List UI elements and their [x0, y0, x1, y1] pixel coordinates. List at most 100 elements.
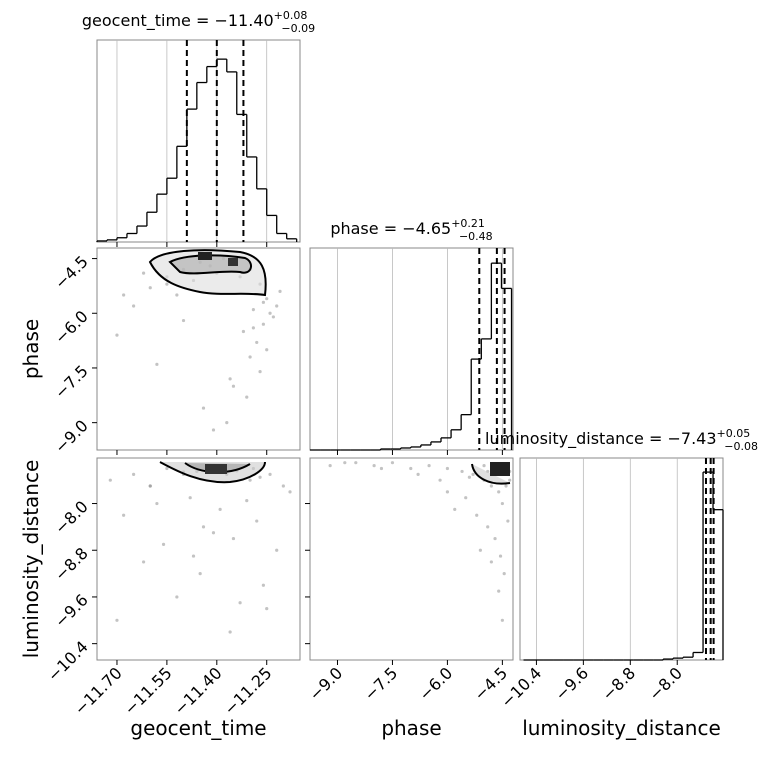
contours: [148, 249, 511, 485]
scatter-point: [228, 377, 232, 381]
panel-title: phase = −4.65+0.21 −0.48: [330, 217, 492, 243]
scatter-point: [453, 507, 457, 511]
scatter-point: [460, 469, 464, 474]
y-tick-label: −8.8: [51, 544, 92, 585]
scatter-point: [275, 548, 279, 552]
scatter-point: [255, 519, 259, 523]
scatter-point: [343, 461, 347, 465]
scatter-point: [265, 297, 269, 301]
x-tick-label: −11.25: [220, 663, 275, 718]
scatter-point: [148, 484, 152, 488]
x-tick-label: −6.0: [415, 663, 456, 704]
y-tick-label: −9.0: [51, 416, 92, 457]
scatter-point: [379, 466, 384, 471]
scatter-point: [506, 519, 510, 523]
scatter-point: [211, 428, 216, 432]
x-tick-label: −9.6: [551, 663, 592, 704]
x-tick-label: −11.40: [170, 663, 225, 718]
scatter-point: [201, 406, 206, 410]
scatter-point: [275, 304, 279, 308]
scatter-point: [498, 554, 503, 558]
density-core: [228, 258, 238, 266]
scatter-point: [416, 472, 420, 476]
x-tick-label: −7.5: [360, 663, 401, 704]
scatter-point: [255, 340, 259, 345]
scatter-point: [475, 513, 479, 517]
scatter-point: [108, 478, 112, 482]
scatter-point: [231, 536, 236, 541]
scatter-point: [225, 421, 229, 425]
title-upper: +0.05: [717, 427, 751, 440]
points: [328, 461, 512, 622]
scatter-point: [489, 560, 493, 564]
scatter-point: [497, 589, 501, 593]
scatter-point: [141, 271, 146, 275]
scatter-point: [228, 630, 232, 634]
density-core: [205, 464, 227, 474]
scatter-point: [497, 490, 501, 494]
panel-frame: [96, 457, 301, 661]
scatter-point: [261, 583, 265, 587]
scatter-point: [281, 484, 285, 488]
x-tick-label: −8.8: [598, 663, 639, 704]
scatter-point: [175, 595, 179, 599]
scatter-point: [445, 466, 450, 471]
y-tick-label: −9.6: [51, 590, 92, 631]
scatter-point: [502, 571, 506, 576]
panel-frame: [96, 247, 301, 451]
scatter-point: [115, 618, 119, 622]
title-lower: −0.08: [724, 440, 758, 453]
scatter-point: [132, 304, 136, 308]
scatter-point: [148, 286, 152, 290]
x-axis-label: phase: [381, 716, 441, 740]
scatter-point: [165, 466, 169, 471]
scatter-point: [261, 300, 265, 304]
panel-frame: [96, 39, 301, 243]
scatter-point: [489, 484, 493, 488]
scatter-point: [508, 478, 512, 482]
scatter-point: [181, 318, 186, 323]
scatter-point: [201, 525, 206, 529]
scatter-point: [354, 461, 358, 465]
scatter-point: [165, 282, 169, 286]
scatter-point: [251, 326, 256, 330]
scatter-point: [328, 463, 332, 468]
scatter-point: [248, 478, 252, 482]
scatter-point: [268, 311, 272, 315]
scatter-point: [141, 560, 146, 564]
scatter-point: [504, 484, 508, 488]
density-core: [490, 462, 510, 476]
scatter-point: [493, 536, 497, 541]
title-upper: +0.08: [274, 9, 308, 22]
scatter-point: [155, 501, 159, 506]
x-axis-label: luminosity_distance: [522, 716, 721, 740]
panel: −11.70−11.55−11.40−11.25 −8.0 −8.8 −9.6 −10.…: [19, 457, 301, 740]
scatter-point: [251, 308, 256, 312]
scatter-point: [265, 348, 269, 352]
scatter-point: [500, 618, 504, 622]
scatter-point: [258, 475, 262, 479]
x-tick-label: −8.0: [645, 663, 686, 704]
scatter-point: [198, 571, 202, 576]
scatter-point: [122, 293, 126, 297]
title-lower: −0.09: [281, 22, 315, 35]
scatter-point: [248, 355, 252, 359]
scatter-point: [241, 329, 246, 334]
scatter-point: [245, 395, 249, 399]
scatter-point: [471, 472, 475, 476]
x-tick-label: −11.70: [70, 663, 125, 718]
scatter-point: [238, 601, 242, 605]
x-tick-label: −11.55: [120, 663, 175, 718]
scatter-point: [175, 293, 179, 297]
scatter-point: [161, 542, 166, 547]
y-axis-label: luminosity_distance: [19, 460, 43, 659]
scatter-point: [191, 554, 196, 558]
scatter-point: [464, 496, 468, 500]
panel-title: geocent_time = −11.40+0.08 −0.09: [82, 9, 315, 35]
panel: phase = −4.65+0.21 −0.48: [309, 217, 514, 455]
scatter-point: [271, 315, 275, 319]
scatter-point: [278, 289, 282, 293]
scatter-point: [427, 463, 431, 468]
